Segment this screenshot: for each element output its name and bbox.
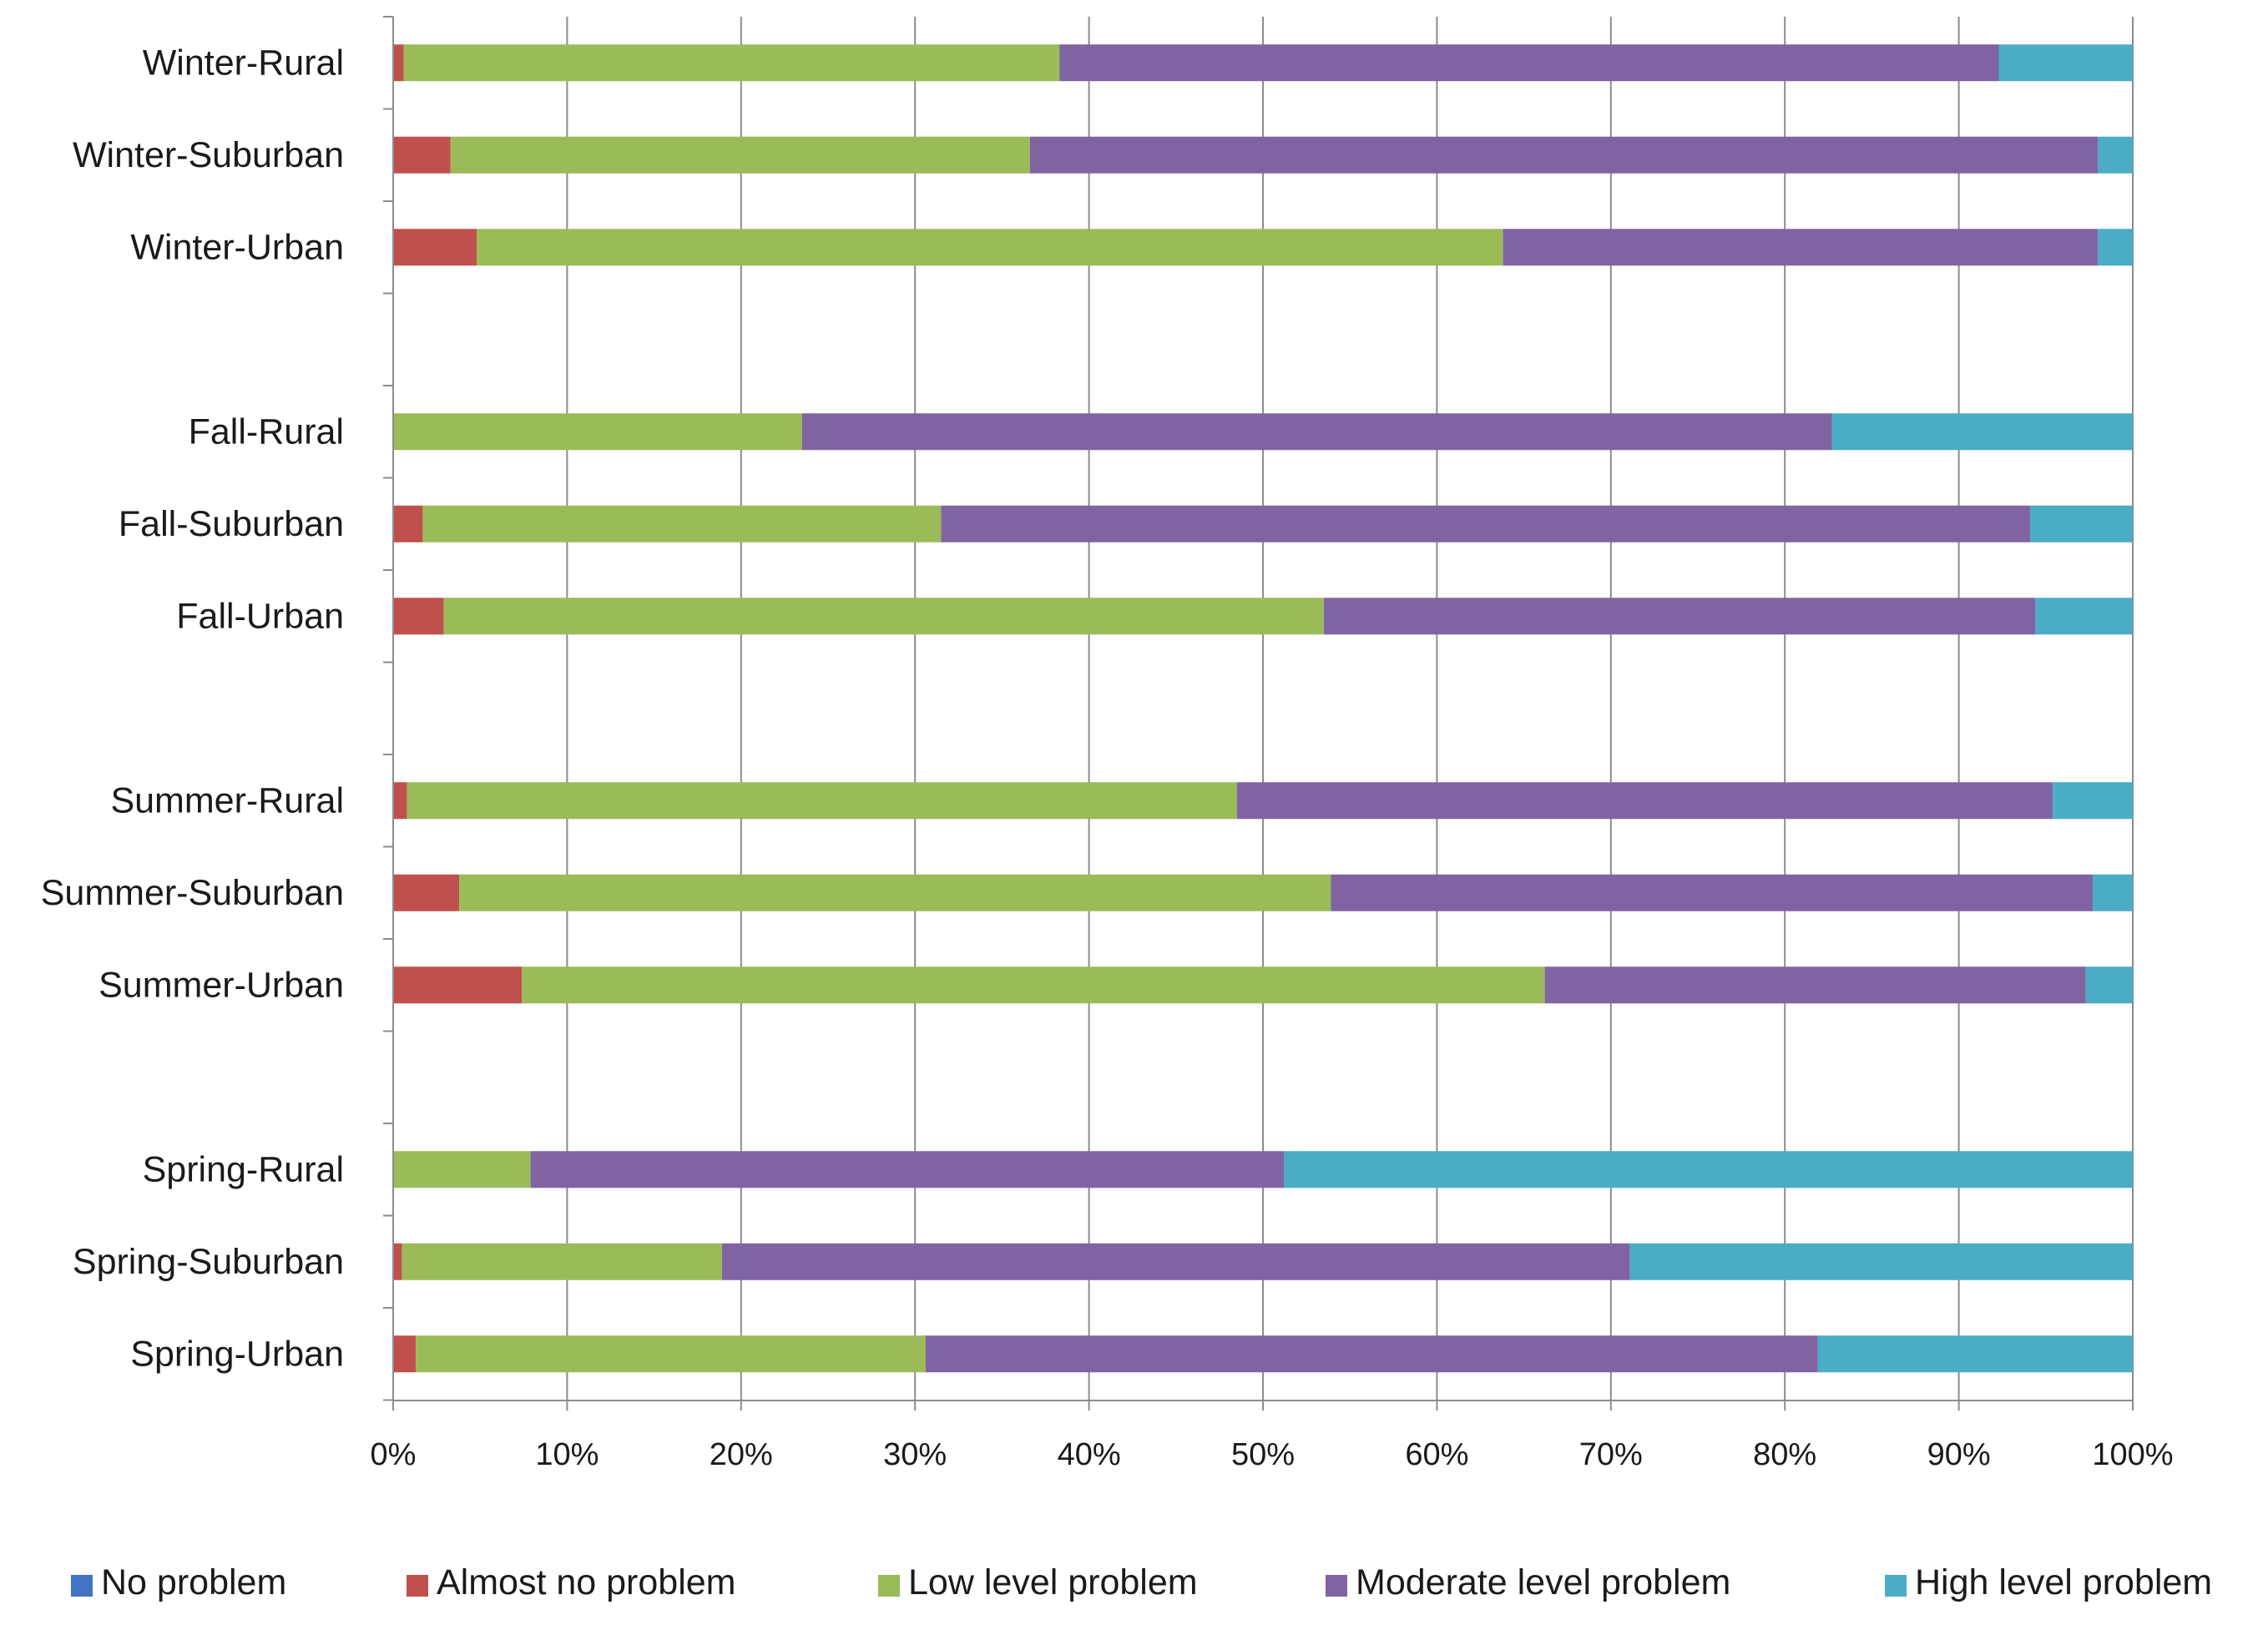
y-tick-label-spring-rural: Spring-Rural xyxy=(143,1149,344,1189)
bar-summer-suburban-low-level-problem xyxy=(459,874,1331,911)
bar-fall-urban-almost-no-problem xyxy=(393,598,444,635)
bar-spring-urban-moderate-level-problem xyxy=(925,1335,1818,1373)
bar-winter-urban-high-level-problem xyxy=(2098,229,2133,266)
bar-spring-suburban-low-level-problem xyxy=(402,1243,722,1280)
y-tick-label-spring-urban: Spring-Urban xyxy=(130,1334,344,1374)
bar-spring-urban-almost-no-problem xyxy=(393,1335,417,1373)
y-tick-label-summer-urban: Summer-Urban xyxy=(98,965,344,1005)
x-tick-label-50: 50% xyxy=(1231,1437,1295,1472)
x-tick-label-10: 10% xyxy=(535,1437,599,1472)
legend-swatch-almost-no-problem xyxy=(407,1575,428,1597)
bar-spring-rural-low-level-problem xyxy=(393,1151,531,1188)
bar-summer-urban-low-level-problem xyxy=(522,966,1545,1004)
bar-fall-urban-moderate-level-problem xyxy=(1323,598,2036,635)
bar-spring-suburban-moderate-level-problem xyxy=(721,1243,1630,1280)
bar-summer-suburban-moderate-level-problem xyxy=(1331,874,2094,911)
y-tick-label-fall-suburban: Fall-Suburban xyxy=(119,504,344,544)
x-tick-label-80: 80% xyxy=(1753,1437,1816,1472)
bar-fall-suburban-low-level-problem xyxy=(422,505,942,542)
legend-swatch-low-level-problem xyxy=(878,1575,900,1597)
axes xyxy=(383,16,2134,1410)
bar-summer-urban-high-level-problem xyxy=(2085,966,2133,1004)
legend: No problem Almost no problem Low level pro… xyxy=(71,1562,2212,1602)
bar-spring-urban-low-level-problem xyxy=(416,1335,926,1373)
bar-winter-suburban-high-level-problem xyxy=(2098,136,2133,174)
y-tick-label-winter-urban: Winter-Urban xyxy=(130,227,344,267)
bar-fall-suburban-almost-no-problem xyxy=(393,505,423,542)
x-tick-label-70: 70% xyxy=(1579,1437,1643,1472)
bar-winter-rural-high-level-problem xyxy=(1998,44,2133,82)
bar-spring-rural-moderate-level-problem xyxy=(530,1151,1285,1188)
bar-winter-urban-almost-no-problem xyxy=(393,229,477,266)
bar-spring-suburban-high-level-problem xyxy=(1629,1243,2133,1280)
y-tick-label-summer-rural: Summer-Rural xyxy=(110,780,344,820)
bar-fall-rural-moderate-level-problem xyxy=(801,413,1832,451)
y-tick-label-summer-suburban: Summer-Suburban xyxy=(41,873,344,913)
bar-summer-urban-almost-no-problem xyxy=(393,966,523,1004)
legend-label-almost-no-problem: Almost no problem xyxy=(437,1562,736,1602)
x-tick-label-20: 20% xyxy=(710,1437,773,1472)
gridlines xyxy=(566,17,2134,1400)
bar-fall-suburban-high-level-problem xyxy=(2030,505,2133,542)
bar-winter-suburban-moderate-level-problem xyxy=(1029,136,2099,174)
bar-winter-rural-low-level-problem xyxy=(403,44,1060,82)
x-tick-label-90: 90% xyxy=(1927,1437,1991,1472)
bar-summer-rural-low-level-problem xyxy=(407,782,1237,820)
legend-swatch-no-problem xyxy=(71,1575,93,1597)
bar-summer-suburban-high-level-problem xyxy=(2093,874,2133,911)
y-tick-label-winter-suburban: Winter-Suburban xyxy=(73,135,344,175)
x-tick-label-60: 60% xyxy=(1405,1437,1468,1472)
bar-spring-urban-high-level-problem xyxy=(1817,1335,2133,1373)
y-tick-label-fall-rural: Fall-Rural xyxy=(189,411,344,452)
bar-winter-suburban-almost-no-problem xyxy=(393,136,451,174)
legend-label-high-level-problem: High level problem xyxy=(1915,1562,2212,1602)
bar-summer-rural-high-level-problem xyxy=(2053,782,2133,820)
bar-summer-urban-moderate-level-problem xyxy=(1544,966,2086,1004)
y-tick-label-fall-urban: Fall-Urban xyxy=(176,596,344,636)
bars xyxy=(393,44,2133,1373)
bar-spring-suburban-almost-no-problem xyxy=(393,1243,402,1280)
bar-winter-urban-low-level-problem xyxy=(477,229,1503,266)
bar-winter-rural-moderate-level-problem xyxy=(1059,44,1999,82)
y-tick-label-winter-rural: Winter-Rural xyxy=(143,43,344,83)
legend-label-no-problem: No problem xyxy=(101,1562,286,1602)
bar-fall-rural-low-level-problem xyxy=(393,413,802,451)
x-tick-label-40: 40% xyxy=(1058,1437,1121,1472)
bar-fall-urban-high-level-problem xyxy=(2035,598,2133,635)
bar-summer-suburban-almost-no-problem xyxy=(393,874,460,911)
legend-label-low-level-problem: Low level problem xyxy=(908,1562,1198,1602)
bar-winter-suburban-low-level-problem xyxy=(450,136,1030,174)
legend-swatch-moderate-level-problem xyxy=(1326,1575,1347,1597)
x-tick-label-100: 100% xyxy=(2092,1437,2173,1472)
x-tick-label-30: 30% xyxy=(883,1437,947,1472)
bar-summer-rural-almost-no-problem xyxy=(393,782,407,820)
bar-summer-rural-moderate-level-problem xyxy=(1236,782,2053,820)
bar-winter-urban-moderate-level-problem xyxy=(1503,229,2099,266)
axis-labels: 0% 10% 20% 30% 40% 50% 60% 70% 80% 90% 100% Winter-… xyxy=(41,43,2174,1472)
bar-spring-rural-high-level-problem xyxy=(1284,1151,2133,1188)
x-tick-label-0: 0% xyxy=(371,1437,417,1472)
bar-fall-urban-low-level-problem xyxy=(443,598,1324,635)
bar-fall-suburban-moderate-level-problem xyxy=(941,505,2031,542)
legend-label-moderate-level-problem: Moderate level problem xyxy=(1356,1562,1730,1602)
bar-winter-rural-almost-no-problem xyxy=(393,44,404,82)
y-tick-label-spring-suburban: Spring-Suburban xyxy=(73,1242,344,1282)
legend-swatch-high-level-problem xyxy=(1885,1575,1907,1597)
bar-fall-rural-high-level-problem xyxy=(1831,413,2133,451)
